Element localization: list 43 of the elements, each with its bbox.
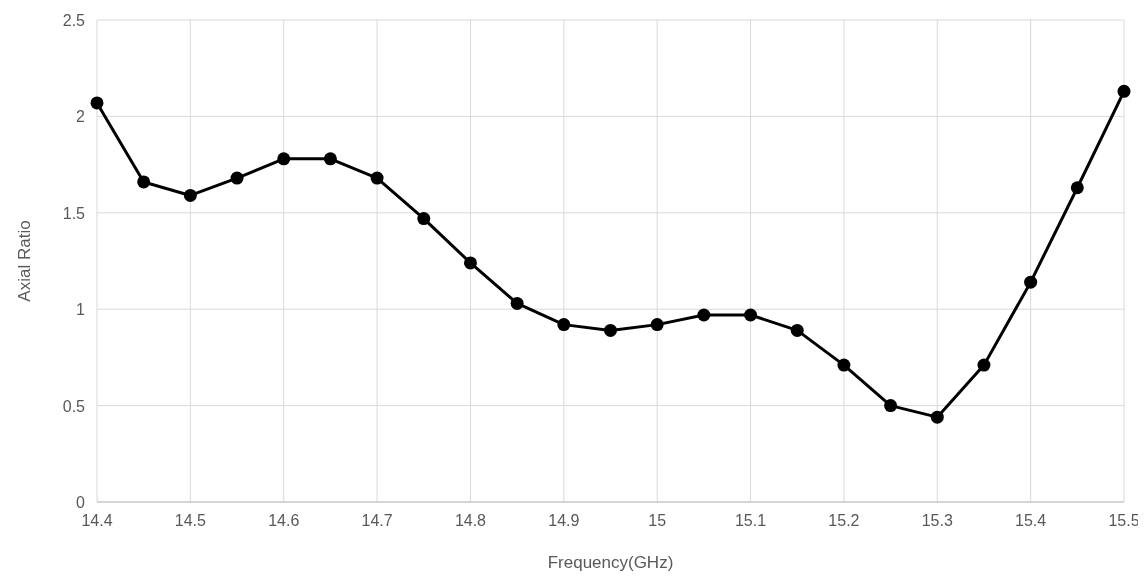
x-tick-label: 14.8 [454,512,487,529]
point [90,96,104,110]
y-tick-label: 1 [76,301,86,319]
x-tick-label: 14.7 [361,512,393,529]
point [1070,181,1084,195]
y-axis-title: Axial Ratio [15,220,34,302]
x-tick-label: 15.3 [921,512,953,529]
x-tick-label: 15.2 [828,512,860,529]
y-tick-label: 1.5 [62,204,86,222]
point [230,171,244,185]
x-tick-label: 14.9 [548,512,580,529]
point [557,318,571,332]
y-tick-label: 0 [76,494,86,511]
point [137,175,151,189]
point [277,152,291,166]
x-tick-label: 15.4 [1015,512,1047,529]
x-tick-label: 15 [648,512,667,529]
point [1117,84,1131,98]
point [463,256,477,270]
x-axis-title: Frequency(GHz) [547,553,674,572]
x-tick-label: 14.4 [81,512,113,529]
point [510,296,524,310]
y-tick-label: 0.5 [62,397,86,415]
point [697,308,711,322]
point [650,318,664,332]
point [323,152,337,166]
x-tick-label: 14.5 [174,512,207,529]
point [977,358,991,372]
y-tick-label: 2 [76,108,86,126]
x-tick-label: 15.5 [1108,512,1140,529]
x-tick-label: 14.6 [268,512,300,529]
y-tick-label: 2.5 [62,12,86,29]
point [790,323,804,337]
point [370,171,384,185]
point [417,212,431,226]
x-tick-label: 15.1 [734,512,767,529]
point [744,308,758,322]
point [1024,275,1038,289]
point [930,410,944,424]
point [183,188,197,202]
point [837,358,851,372]
point [884,399,898,413]
point [604,323,617,337]
